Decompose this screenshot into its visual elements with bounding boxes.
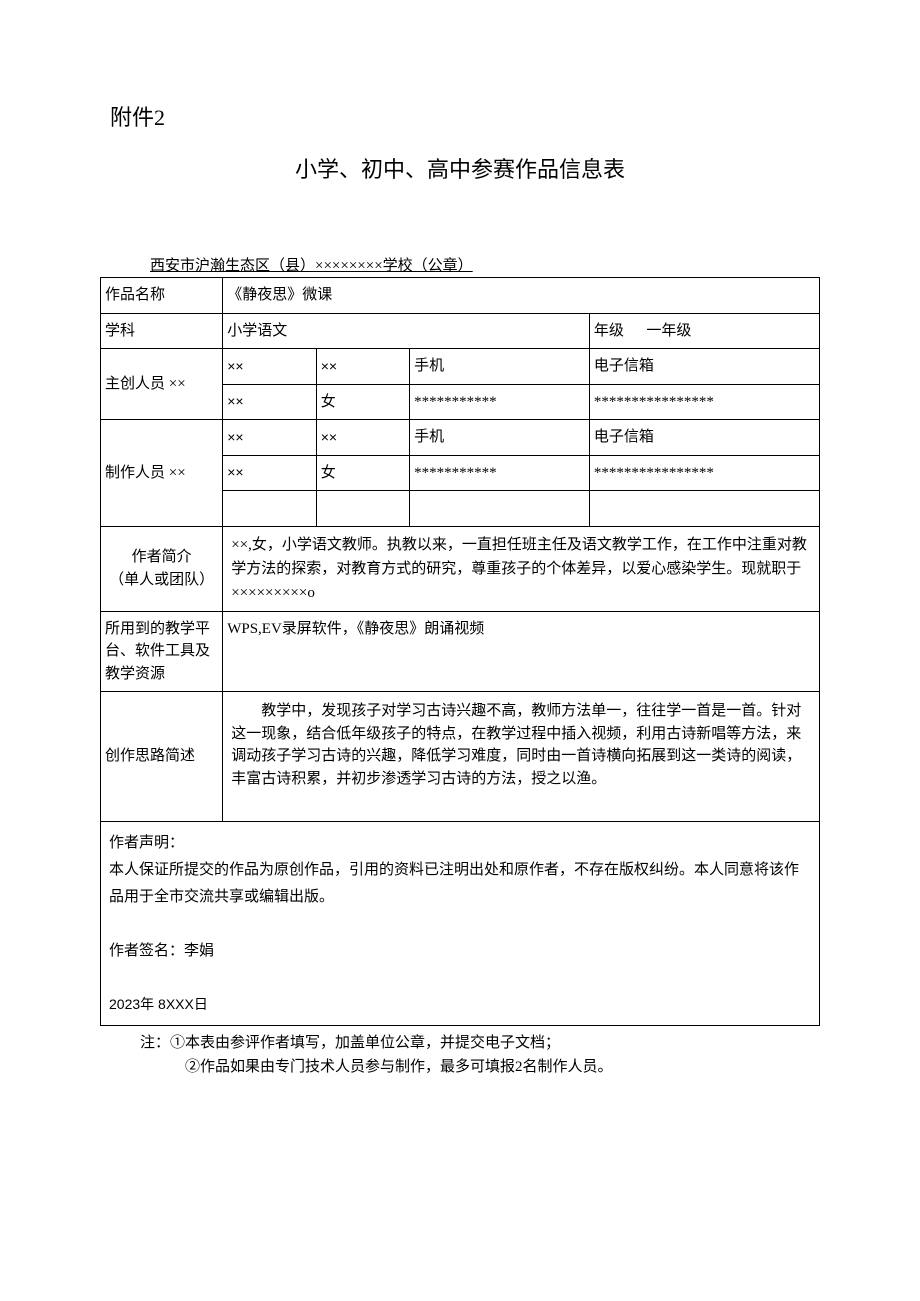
table-row: 创作思路简述 教学中，发现孩子对学习古诗兴趣不高，教师方法单一，往往学一首是一首… — [101, 692, 820, 822]
main-title: 小学、初中、高中参赛作品信息表 — [100, 152, 820, 184]
author-bio-label: 作者简介 （单人或团队） — [101, 526, 223, 611]
cell: ×× — [316, 349, 409, 385]
work-name-label: 作品名称 — [101, 278, 223, 314]
tools-value: WPS,EV录屏软件，《静夜思》朗诵视频 — [223, 611, 820, 692]
bio-label-1: 作者简介 — [132, 549, 192, 565]
header-line: 西安市沪瀚生态区（县）××××××××学校（公章） — [150, 254, 820, 275]
cell: *********** — [410, 455, 590, 491]
table-row: 主创人员 ×× ×× ×× 手机 电子信箱 — [101, 349, 820, 385]
table-row: 作者声明： 本人保证所提交的作品为原创作品，引用的资料已注明出处和原作者，不存在… — [101, 822, 820, 1026]
grade-value: 一年级 — [646, 323, 691, 339]
cell: 手机 — [410, 420, 590, 456]
notes: 注：①本表由参评作者填写，加盖单位公章，并提交电子文档； ②作品如果由专门技术人… — [140, 1031, 820, 1079]
cell: 女 — [316, 455, 409, 491]
cell: **************** — [589, 384, 819, 420]
note-1: 注：①本表由参评作者填写，加盖单位公章，并提交电子文档； — [140, 1031, 820, 1055]
table-row: 学科 小学语文 年级 一年级 — [101, 313, 820, 349]
grade-label: 年级 — [594, 323, 624, 339]
info-table: 作品名称 《静夜思》微课 学科 小学语文 年级 一年级 主创人员 ×× ×× ×… — [100, 277, 820, 1026]
subject-value: 小学语文 — [223, 313, 590, 349]
cell: *********** — [410, 384, 590, 420]
tools-label: 所用到的教学平台、软件工具及教学资源 — [101, 611, 223, 692]
cell — [410, 491, 590, 527]
cell: ×× — [316, 420, 409, 456]
cell: 手机 — [410, 349, 590, 385]
table-row: 作者简介 （单人或团队） ××,女，小学语文教师。执教以来，一直担任班主任及语文… — [101, 526, 820, 611]
table-row: 作品名称 《静夜思》微课 — [101, 278, 820, 314]
signature: 作者签名：李娟 — [109, 938, 811, 965]
attachment-label: 附件2 — [110, 100, 820, 132]
cell: **************** — [589, 455, 819, 491]
author-bio-text: ××,女，小学语文教师。执教以来，一直担任班主任及语文教学工作，在工作中注重对教… — [223, 526, 820, 611]
cell: ×× — [223, 420, 316, 456]
cell: 电子信箱 — [589, 349, 819, 385]
cell: ×× — [223, 384, 316, 420]
note-2: ②作品如果由专门技术人员参与制作，最多可填报2名制作人员。 — [185, 1055, 820, 1079]
cell: ×× — [223, 349, 316, 385]
subject-label: 学科 — [101, 313, 223, 349]
creative-text: 教学中，发现孩子对学习古诗兴趣不高，教师方法单一，往往学一首是一首。针对这一现象… — [223, 692, 820, 822]
creative-label: 创作思路简述 — [101, 692, 223, 822]
cell: ×× — [223, 455, 316, 491]
main-creator-label: 主创人员 ×× — [101, 349, 223, 420]
declaration-text: 本人保证所提交的作品为原创作品，引用的资料已注明出处和原作者，不存在版权纠纷。本… — [109, 857, 811, 911]
bio-label-2: （单人或团队） — [109, 572, 214, 588]
cell: 电子信箱 — [589, 420, 819, 456]
production-label: 制作人员 ×× — [101, 420, 223, 527]
grade-cell: 年级 一年级 — [589, 313, 819, 349]
cell — [589, 491, 819, 527]
date: 2023年 8XXX日 — [109, 992, 811, 1017]
cell — [223, 491, 316, 527]
table-row: 制作人员 ×× ×× ×× 手机 电子信箱 — [101, 420, 820, 456]
cell: 女 — [316, 384, 409, 420]
table-row: 所用到的教学平台、软件工具及教学资源 WPS,EV录屏软件，《静夜思》朗诵视频 — [101, 611, 820, 692]
work-name-value: 《静夜思》微课 — [223, 278, 820, 314]
cell — [316, 491, 409, 527]
declaration-title: 作者声明： — [109, 830, 811, 857]
declaration-cell: 作者声明： 本人保证所提交的作品为原创作品，引用的资料已注明出处和原作者，不存在… — [101, 822, 820, 1026]
creative-content: 教学中，发现孩子对学习古诗兴趣不高，教师方法单一，往往学一首是一首。针对这一现象… — [231, 700, 811, 790]
